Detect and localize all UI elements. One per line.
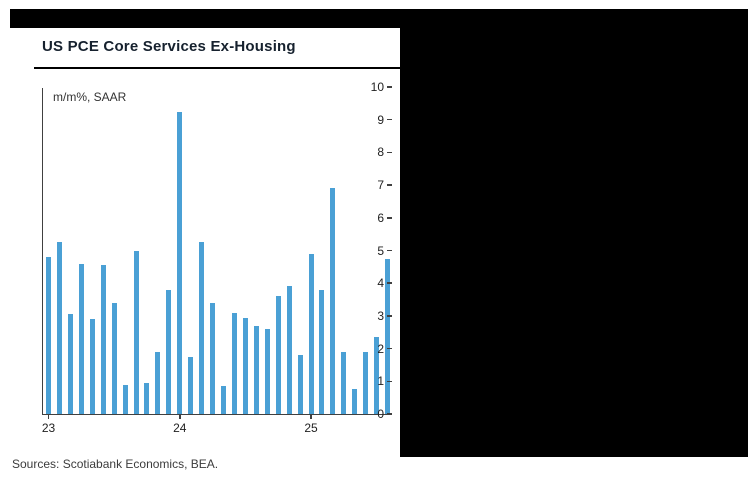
- y-tick-mark: [387, 282, 392, 284]
- bar-Aug-25: [385, 258, 391, 414]
- bar-Jun-24: [231, 312, 237, 414]
- bar-Apr-24: [210, 302, 216, 414]
- bar-Sep-24: [264, 328, 270, 414]
- y-tick-label: 1: [377, 374, 384, 389]
- chart-subtitle: m/m%, SAAR: [53, 90, 127, 104]
- bar-Mar-24: [199, 242, 205, 414]
- bar-Dec-23: [166, 289, 172, 414]
- y-tick-mark: [387, 86, 392, 88]
- y-tick-mark: [387, 315, 392, 317]
- bar-Jul-24: [242, 317, 248, 414]
- y-tick-mark: [387, 413, 392, 415]
- bar-Jan-23: [46, 257, 51, 414]
- bar-Aug-23: [122, 384, 128, 414]
- y-tick-label: 3: [377, 308, 384, 323]
- x-tick-label: 24: [173, 421, 187, 435]
- y-tick-mark: [387, 347, 392, 350]
- plot-area: m/m%, SAAR 0 1 2 3 4 5 6 7 8 9 10 23 24 25: [42, 81, 392, 435]
- x-tick-mark: [179, 414, 181, 419]
- y-tick-mark: [387, 118, 392, 121]
- bar-Jul-23: [111, 302, 117, 414]
- y-tick-label: 2: [377, 341, 384, 356]
- bar-Nov-23: [155, 351, 161, 414]
- y-tick-label: 7: [377, 178, 384, 193]
- bar-Jul-25: [374, 337, 380, 414]
- bar-Apr-23: [78, 263, 84, 414]
- black-masked-region-right: [400, 9, 748, 457]
- x-tick-label: 25: [304, 421, 318, 435]
- bar-May-23: [89, 319, 95, 414]
- y-tick-label: 0: [377, 407, 384, 421]
- bar-Jun-25: [363, 351, 369, 414]
- y-tick-label: 10: [370, 80, 384, 94]
- y-tick-mark: [387, 184, 392, 186]
- bar-May-25: [352, 389, 358, 414]
- bar-Feb-23: [56, 242, 62, 414]
- x-tick-mark: [47, 414, 50, 419]
- x-tick-label: 23: [41, 421, 56, 435]
- bar-Apr-25: [341, 351, 347, 414]
- bar-Sep-23: [133, 250, 139, 414]
- bar-Oct-23: [144, 382, 150, 414]
- bar-Jan-25: [308, 253, 314, 414]
- bar-Oct-24: [275, 296, 281, 414]
- bar-Aug-24: [253, 325, 259, 414]
- bar-Jan-24: [177, 111, 183, 414]
- bar-Feb-25: [319, 289, 325, 414]
- bar-Jun-23: [100, 265, 106, 414]
- bar-Mar-25: [330, 188, 336, 414]
- chart-card: US PCE Core Services Ex-Housing m/m%, SA…: [10, 28, 400, 457]
- y-tick-mark: [387, 151, 392, 154]
- bar-Mar-23: [67, 314, 73, 414]
- y-tick-mark: [387, 380, 392, 383]
- bar-Dec-24: [297, 355, 303, 414]
- plot-wrap: m/m%, SAAR 0 1 2 3 4 5 6 7 8 9 10 23 24 25: [42, 81, 392, 435]
- y-tick-label: 6: [377, 210, 384, 225]
- y-tick-mark: [387, 217, 392, 219]
- y-tick-label: 8: [377, 145, 384, 160]
- chart-title: US PCE Core Services Ex-Housing: [42, 38, 296, 55]
- y-tick-label: 9: [377, 112, 384, 127]
- x-tick-mark: [310, 414, 312, 419]
- sources-text: Sources: Scotiabank Economics, BEA.: [12, 457, 219, 471]
- bar-Nov-24: [286, 286, 292, 414]
- y-tick-label: 5: [377, 243, 384, 258]
- bar-May-24: [221, 386, 226, 414]
- y-tick-mark: [387, 249, 392, 252]
- y-tick-label: 4: [377, 276, 384, 291]
- title-underline-rule: [34, 67, 400, 69]
- bar-Feb-24: [188, 356, 194, 414]
